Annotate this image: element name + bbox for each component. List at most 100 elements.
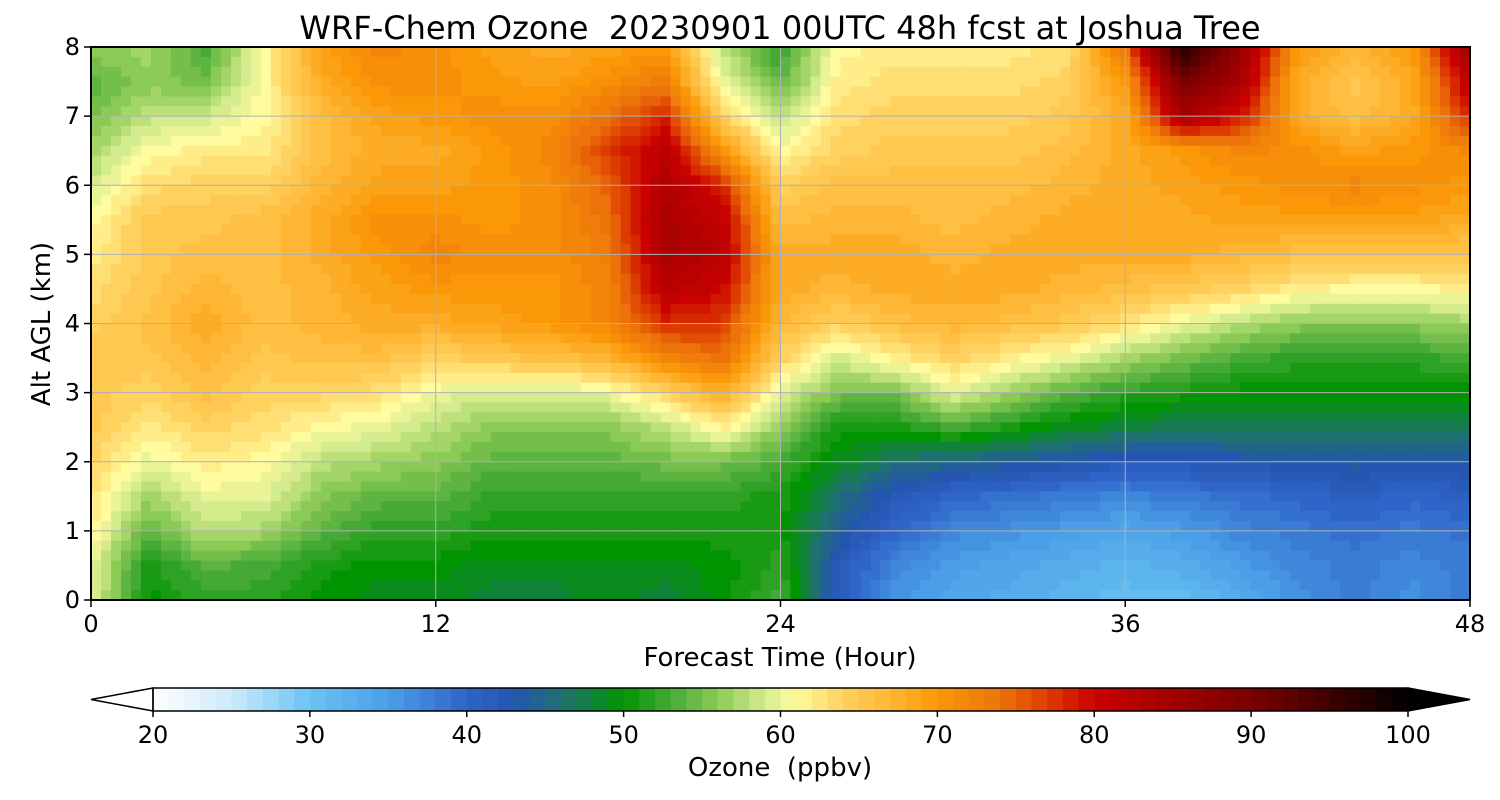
heatmap-cell xyxy=(460,323,472,334)
heatmap-cell xyxy=(1410,145,1421,157)
heatmap-cell xyxy=(1010,353,1021,364)
heatmap-cell xyxy=(180,214,192,226)
heatmap-cell xyxy=(150,145,162,157)
heatmap-cell xyxy=(380,185,392,196)
heatmap-cell xyxy=(780,284,792,295)
heatmap-cell xyxy=(1240,234,1251,246)
heatmap-cell xyxy=(1060,343,1071,354)
heatmap-cell xyxy=(840,382,852,394)
heatmap-cell xyxy=(150,244,162,255)
heatmap-cell xyxy=(510,274,522,285)
heatmap-cell xyxy=(730,126,742,137)
heatmap-cell xyxy=(1200,353,1211,364)
heatmap-cell xyxy=(240,372,252,384)
heatmap-cell xyxy=(370,145,382,157)
heatmap-cell xyxy=(120,284,132,295)
heatmap-cell xyxy=(1170,165,1181,176)
heatmap-cell xyxy=(1010,303,1021,315)
heatmap-cell xyxy=(1100,126,1111,137)
heatmap-cell xyxy=(920,392,931,404)
heatmap-cell xyxy=(1030,145,1041,157)
heatmap-cell xyxy=(530,372,542,384)
heatmap-cell xyxy=(580,214,592,226)
heatmap-cell xyxy=(780,293,792,305)
heatmap-cell xyxy=(700,284,712,295)
heatmap-cell xyxy=(920,106,931,117)
heatmap-cell xyxy=(400,254,412,265)
heatmap-cell xyxy=(370,195,382,206)
heatmap-cell xyxy=(1390,244,1401,255)
heatmap-cell xyxy=(750,86,762,97)
heatmap-cell xyxy=(1140,66,1151,78)
heatmap-cell xyxy=(1410,155,1421,167)
heatmap-cell xyxy=(240,274,252,285)
heatmap-cell xyxy=(840,392,852,404)
heatmap-cell xyxy=(290,284,302,295)
heatmap-cell xyxy=(920,333,931,344)
heatmap-cell xyxy=(810,56,822,68)
heatmap-cell xyxy=(230,96,242,107)
heatmap-cell xyxy=(470,313,482,325)
heatmap-cell xyxy=(930,343,941,354)
heatmap-cell xyxy=(1040,165,1051,176)
heatmap-cell xyxy=(1360,333,1371,344)
heatmap-cell xyxy=(1060,155,1071,167)
heatmap-cell xyxy=(1070,145,1081,157)
heatmap-cell xyxy=(750,205,762,216)
heatmap-cell xyxy=(1350,145,1361,157)
heatmap-cell xyxy=(650,353,662,364)
heatmap-cell xyxy=(330,323,342,334)
heatmap-cell xyxy=(260,313,272,325)
heatmap-cell xyxy=(240,224,252,236)
heatmap-cell xyxy=(220,145,232,157)
heatmap-cell xyxy=(1090,382,1101,394)
heatmap-cell xyxy=(1040,293,1051,305)
heatmap-cell xyxy=(1290,343,1301,354)
heatmap-cell xyxy=(350,343,362,354)
heatmap-cell xyxy=(250,66,262,78)
heatmap-cell xyxy=(140,284,152,295)
heatmap-cell xyxy=(1150,135,1161,147)
heatmap-cell xyxy=(780,96,792,107)
heatmap-cell xyxy=(730,185,742,196)
heatmap-cell xyxy=(470,106,482,117)
heatmap-cell xyxy=(1160,76,1171,88)
heatmap-cell xyxy=(1220,96,1231,107)
heatmap-cell xyxy=(1240,244,1251,255)
heatmap-cell xyxy=(300,155,312,167)
heatmap-cell xyxy=(1310,363,1321,374)
heatmap-cell xyxy=(420,363,432,374)
heatmap-cell xyxy=(370,96,382,107)
heatmap-cell xyxy=(270,284,282,295)
heatmap-cell xyxy=(250,214,262,226)
heatmap-cell xyxy=(1130,224,1141,236)
heatmap-cell xyxy=(150,284,162,295)
heatmap-cell xyxy=(1370,303,1381,315)
heatmap-cell xyxy=(280,402,292,413)
heatmap-cell xyxy=(830,392,842,404)
heatmap-cell xyxy=(890,165,902,176)
heatmap-cell xyxy=(1180,254,1191,265)
heatmap-cell xyxy=(780,56,792,68)
heatmap-cell xyxy=(610,382,622,394)
heatmap-cell xyxy=(1390,175,1401,186)
heatmap-cell xyxy=(1440,195,1451,206)
heatmap-cell xyxy=(1230,264,1241,275)
heatmap-cell xyxy=(1160,145,1171,157)
heatmap-cell xyxy=(480,382,492,394)
heatmap-cell xyxy=(530,313,542,325)
heatmap-cell xyxy=(180,96,192,107)
heatmap-cell xyxy=(540,353,552,364)
heatmap-cell xyxy=(640,165,652,176)
heatmap-cell xyxy=(1070,372,1081,384)
heatmap-cell xyxy=(910,303,921,315)
heatmap-cell xyxy=(640,343,652,354)
heatmap-cell xyxy=(130,56,142,68)
heatmap-cell xyxy=(790,244,802,255)
heatmap-cell xyxy=(100,254,112,265)
heatmap-cell xyxy=(850,106,862,117)
heatmap-cell xyxy=(340,96,352,107)
heatmap-cell xyxy=(650,56,662,68)
heatmap-cell xyxy=(770,254,782,265)
heatmap-cell xyxy=(820,116,832,127)
